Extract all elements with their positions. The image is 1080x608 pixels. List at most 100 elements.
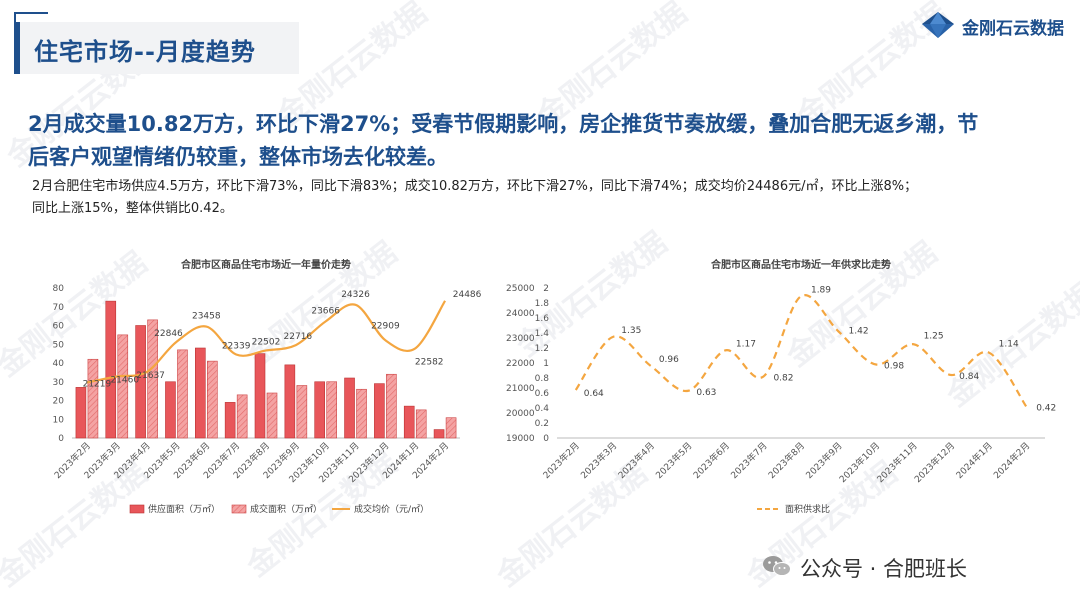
- page-title: 住宅市场--月度趋势: [34, 38, 256, 66]
- y-tick-label: 0.4: [535, 404, 549, 414]
- headline: 2月成交量10.82万方，环比下滑27%；受春节假期影响，房企推货节奏放缓，叠加…: [28, 108, 1058, 174]
- price-data-label: 22339: [222, 342, 251, 352]
- price-line: [86, 300, 447, 384]
- x-tick-label: 2023年9月: [803, 440, 844, 481]
- ratio-data-label: 1.17: [736, 339, 756, 349]
- diamond-logo-icon: [922, 12, 954, 38]
- deal-bar: [296, 385, 308, 439]
- legend-price-label: 成交均价（元/㎡）: [354, 503, 429, 515]
- volume-price-chart: 合肥市区商品住宅市场近一年量价走势 0 10 20 30 40 50 60 70 80 19000 2…: [52, 258, 535, 515]
- deal-bar: [147, 319, 158, 439]
- supply-bar: [135, 325, 146, 439]
- y-tick-label: 0: [543, 434, 549, 444]
- summary-line-2: 同比上涨15%，整体供销比0.42。: [32, 201, 233, 216]
- x-tick-label: 2023年8月: [766, 440, 807, 481]
- price-data-label: 21219: [83, 380, 112, 390]
- y-left-tick-label: 50: [53, 340, 65, 350]
- deal-bar: [266, 392, 278, 439]
- price-data-label: 23458: [192, 312, 221, 322]
- title-corner-mark: [14, 12, 48, 24]
- x-tick-label: 2023年12月: [912, 440, 958, 486]
- y-left-tick-label: 20: [53, 397, 65, 407]
- deal-bar: [117, 334, 129, 439]
- ratio-data-label: 0.96: [659, 355, 679, 365]
- legend-deal-swatch: [231, 504, 247, 514]
- supply-bar: [433, 429, 445, 439]
- headline-line-2: 后客户观望情绪仍较重，整体市场去化较差。: [28, 145, 448, 169]
- price-data-label: 22846: [154, 329, 183, 339]
- legend-deal-label: 成交面积（万㎡）: [250, 503, 322, 515]
- y-right-tick-label: 24000: [506, 309, 535, 319]
- y-right-tick-label: 25000: [506, 284, 535, 294]
- x-tick-label: 2023年5月: [653, 440, 694, 481]
- legend-supply-swatch: [129, 504, 145, 514]
- x-tick-label: 2024年2月: [991, 440, 1032, 481]
- supply-bar: [195, 347, 206, 439]
- price-data-label: 21637: [136, 371, 165, 381]
- x-tick-label: 2023年4月: [616, 440, 657, 481]
- y-tick-label: 1.6: [535, 314, 549, 324]
- y-right-tick-label: 22000: [506, 359, 535, 369]
- x-tick-label: 2023年2月: [540, 440, 581, 481]
- y-tick-label: 1.8: [535, 299, 549, 309]
- summary-text: 2月合肥住宅市场供应4.5万方，环比下滑73%，同比下滑83%；成交10.82万…: [32, 176, 1062, 220]
- y-tick-label: 1.2: [535, 344, 549, 354]
- summary-line-1: 2月合肥住宅市场供应4.5万方，环比下滑73%，同比下滑83%；成交10.82万…: [32, 179, 918, 194]
- deal-bar: [236, 394, 248, 439]
- y-left-tick-label: 60: [53, 322, 65, 332]
- price-data-label: 22502: [252, 337, 281, 347]
- legend-ratio-label: 面积供求比: [785, 503, 830, 515]
- deal-bar: [207, 360, 218, 439]
- ratio-data-label: 0.82: [773, 374, 793, 384]
- y-tick-label: 2: [543, 284, 549, 294]
- ratio-data-label: 1.89: [811, 285, 831, 295]
- deal-bar: [386, 373, 397, 439]
- y-left-tick-label: 30: [53, 378, 65, 388]
- y-tick-label: 1.4: [535, 329, 549, 339]
- price-data-label: 22909: [371, 321, 400, 331]
- ratio-data-label: 0.42: [1036, 404, 1056, 414]
- chart-title: 合肥市区商品住宅市场近一年量价走势: [180, 258, 351, 271]
- ratio-data-label: 1.42: [849, 327, 869, 337]
- headline-line-1: 2月成交量10.82万方，环比下滑27%；受春节假期影响，房企推货节奏放缓，叠加…: [28, 112, 979, 136]
- y-left-tick-label: 0: [58, 434, 64, 444]
- price-data-label: 23666: [311, 306, 340, 316]
- chart-title: 合肥市区商品住宅市场近一年供求比走势: [710, 258, 891, 271]
- deal-bar: [326, 381, 337, 439]
- y-tick-label: 0.8: [535, 374, 549, 384]
- y-left-tick-label: 70: [53, 303, 65, 313]
- y-left-tick-label: 80: [53, 284, 65, 294]
- supply-bar: [105, 300, 117, 439]
- supply-bar: [314, 381, 325, 439]
- ratio-line: [574, 294, 1028, 408]
- supply-bar: [403, 405, 415, 439]
- ratio-data-label: 0.84: [959, 372, 979, 382]
- y-right-tick-label: 20000: [506, 409, 535, 419]
- y-tick-label: 0.2: [535, 419, 549, 429]
- supply-bar: [75, 387, 87, 439]
- ratio-data-label: 1.25: [924, 331, 944, 341]
- x-tick-label: 2023年6月: [691, 440, 732, 481]
- ratio-data-label: 1.14: [999, 340, 1019, 350]
- x-tick-label: 2023年3月: [578, 440, 619, 481]
- price-data-label: 24486: [453, 290, 482, 300]
- supply-bar: [374, 383, 385, 439]
- section-title-box: 住宅市场--月度趋势: [14, 12, 299, 74]
- deal-bar: [177, 349, 188, 439]
- deal-bar: [445, 417, 457, 439]
- y-tick-label: 1: [543, 359, 549, 369]
- y-tick-label: 0.6: [535, 389, 549, 399]
- price-data-label: 24326: [341, 290, 370, 300]
- ratio-data-label: 1.35: [621, 326, 641, 336]
- deal-bar: [415, 409, 427, 439]
- x-tick-label: 2024年1月: [953, 440, 994, 481]
- price-data-label: 22716: [284, 332, 313, 342]
- y-right-tick-label: 23000: [506, 334, 535, 344]
- deal-bar: [356, 388, 367, 439]
- y-left-tick-label: 10: [53, 415, 65, 425]
- supply-bar: [344, 377, 355, 439]
- y-left-tick-label: 40: [53, 359, 65, 369]
- ratio-data-label: 0.64: [584, 389, 604, 399]
- supply-bar: [284, 364, 296, 439]
- wechat-account: 公众号 · 合肥班长: [800, 557, 968, 581]
